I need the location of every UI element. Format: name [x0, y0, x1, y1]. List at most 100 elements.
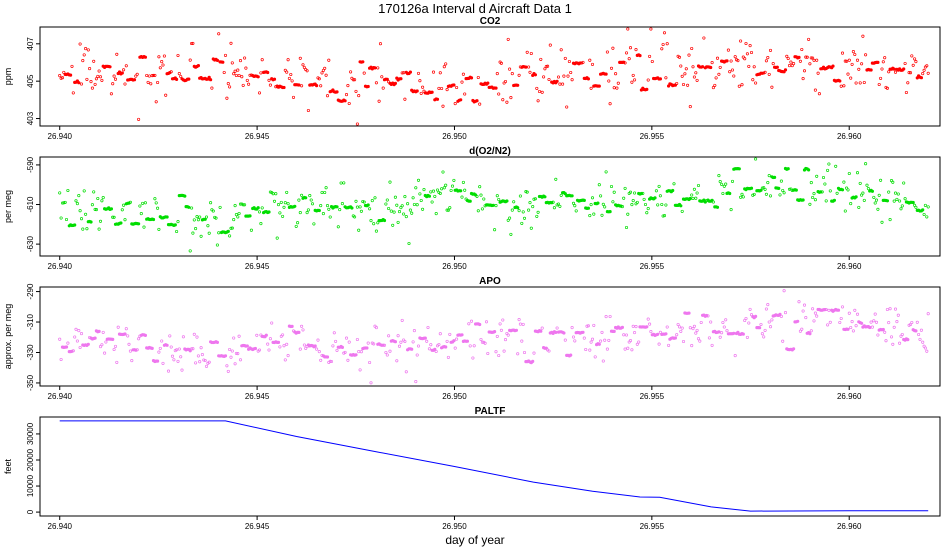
- d-o2-n2-point: [900, 204, 904, 208]
- apo-point: [846, 327, 850, 331]
- d-o2-n2-point: [628, 190, 633, 194]
- apo-point: [581, 330, 585, 334]
- d-o2-n2-point: [93, 207, 97, 211]
- d-o2-n2-point: [654, 189, 658, 193]
- co2-panel: CO2 ppm 26.940 26.945 26.950 26.955 26.960 403 4…: [3, 16, 941, 141]
- apo-point: [468, 344, 472, 348]
- co2-point: [763, 70, 767, 74]
- apo-point: [885, 307, 889, 312]
- d-o2-n2-point: [898, 199, 902, 203]
- co2-point: [501, 98, 505, 102]
- d-o2-n2-point: [361, 199, 365, 204]
- co2-point: [210, 86, 214, 90]
- apo-point: [93, 336, 97, 340]
- d-o2-n2-point: [536, 210, 540, 214]
- d-o2-n2-point: [188, 249, 192, 253]
- co2-point: [893, 70, 898, 74]
- d-o2-n2-point: [154, 201, 158, 205]
- d-o2-n2-point: [612, 190, 616, 194]
- co2-point: [597, 84, 601, 88]
- apo-point: [656, 332, 660, 336]
- apo-point: [634, 325, 638, 329]
- co2-point: [783, 68, 788, 72]
- apo-point: [646, 317, 650, 321]
- d-o2-n2-point: [520, 221, 524, 225]
- d-o2-n2-point: [111, 215, 115, 219]
- co2-point: [460, 80, 464, 84]
- apo-point: [813, 311, 817, 315]
- apo-point: [649, 330, 653, 334]
- co2-point: [729, 59, 733, 63]
- d-o2-n2-point: [510, 208, 514, 212]
- apo-point: [532, 351, 536, 355]
- co2-point: [94, 77, 98, 81]
- co2-point: [559, 48, 563, 52]
- d-o2-n2-point: [64, 217, 69, 222]
- d-o2-n2-point: [847, 171, 851, 176]
- d-o2-n2-point: [692, 187, 696, 191]
- co2-point: [798, 59, 802, 63]
- d-o2-n2-point: [641, 191, 645, 195]
- apo-point: [918, 337, 922, 341]
- apo-point: [448, 332, 452, 336]
- d-o2-n2-point: [79, 217, 84, 221]
- co2-point: [581, 60, 585, 64]
- co2-point: [605, 50, 609, 54]
- apo-point: [113, 344, 118, 348]
- apo-point: [676, 322, 680, 327]
- apo-point: [753, 314, 758, 319]
- co2-point: [494, 86, 498, 90]
- apo-point: [868, 325, 872, 330]
- apo-point: [116, 325, 120, 329]
- co2-point: [162, 54, 166, 58]
- apo-point: [883, 330, 887, 334]
- co2-point: [906, 81, 910, 85]
- d-o2-n2-point: [695, 191, 699, 195]
- apo-point: [497, 353, 501, 358]
- d-o2-n2-point: [388, 180, 392, 184]
- co2-point: [751, 78, 755, 82]
- apo-point: [181, 335, 185, 339]
- d-o2-n2-point: [397, 210, 402, 214]
- co2-point: [149, 82, 153, 86]
- apo-point: [809, 329, 813, 333]
- d-o2-n2-point: [285, 190, 289, 194]
- d-o2-n2-point: [416, 178, 421, 182]
- d-o2-n2-point: [248, 214, 252, 218]
- co2-point: [415, 89, 419, 93]
- d-o2-n2-point: [828, 189, 832, 193]
- d-o2-n2-point: [778, 193, 782, 197]
- d-o2-n2-point: [854, 195, 858, 199]
- d-o2-n2-point: [531, 205, 535, 209]
- apo-point: [900, 332, 904, 337]
- d-o2-n2-point: [211, 209, 215, 213]
- apo-point: [156, 359, 160, 363]
- apo-point: [779, 314, 783, 318]
- co2-point: [883, 56, 887, 60]
- d-o2-n2-point: [391, 223, 395, 227]
- co2-point: [421, 85, 425, 89]
- d-o2-n2-plot-frame: [39, 156, 941, 257]
- co2-point: [904, 90, 908, 95]
- apo-point: [150, 346, 154, 351]
- d-o2-n2-point: [759, 188, 763, 192]
- apo-point: [66, 341, 70, 345]
- paltf-x-tick-label: 26.960: [837, 522, 862, 531]
- d-o2-n2-point: [840, 188, 845, 192]
- co2-point: [153, 73, 157, 77]
- apo-point: [427, 347, 431, 351]
- apo-point: [906, 338, 910, 342]
- apo-point: [604, 315, 608, 319]
- apo-point: [158, 346, 162, 350]
- d-o2-n2-point: [923, 203, 927, 207]
- apo-point: [190, 347, 194, 351]
- d-o2-n2-point: [902, 181, 906, 185]
- apo-point: [73, 335, 77, 339]
- co2-point: [736, 59, 740, 63]
- apo-point: [437, 342, 441, 347]
- d-o2-n2-point: [368, 207, 372, 211]
- apo-point: [78, 345, 82, 350]
- co2-point: [362, 71, 366, 75]
- d-o2-n2-point: [101, 196, 105, 200]
- d-o2-n2-point: [62, 201, 66, 205]
